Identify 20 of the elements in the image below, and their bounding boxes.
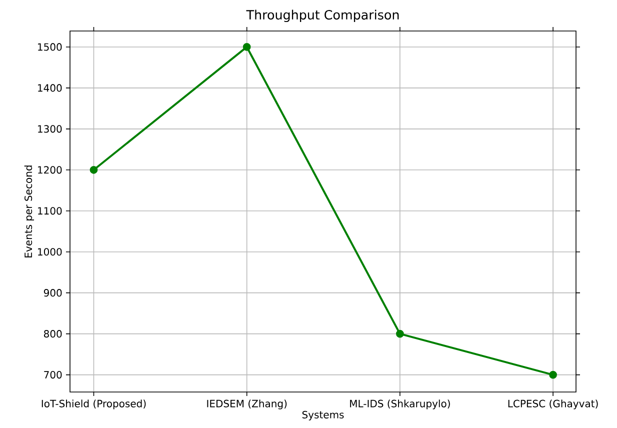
y-tick-label: 700 [44,371,62,379]
y-tick-label: 1500 [38,43,62,51]
point [549,370,557,379]
y-tick-label: 900 [44,289,62,297]
y-tick-label: 800 [44,330,62,338]
chart-title: Throughput Comparison [246,10,399,22]
x-tick-label: ML-IDS (Shkarupylo) [350,400,450,410]
y-tick-label: 1400 [38,84,62,92]
y-tick-label: 1000 [38,248,62,256]
x-tick-label: LCPESC (Ghayvat) [508,400,598,410]
y-tick-label: 1200 [38,166,62,174]
point [90,166,98,174]
x-axis-title: Systems [302,410,344,420]
y-axis-title: Events per Second [24,166,34,258]
point [396,330,404,338]
x-tick-label: IoT-Shield (Proposed) [42,400,146,410]
y-tick-label: 1300 [38,125,62,133]
x-tick-label: IEDSEM (Zhang) [207,400,287,410]
y-tick-label: 1100 [38,207,62,215]
point [242,43,251,51]
